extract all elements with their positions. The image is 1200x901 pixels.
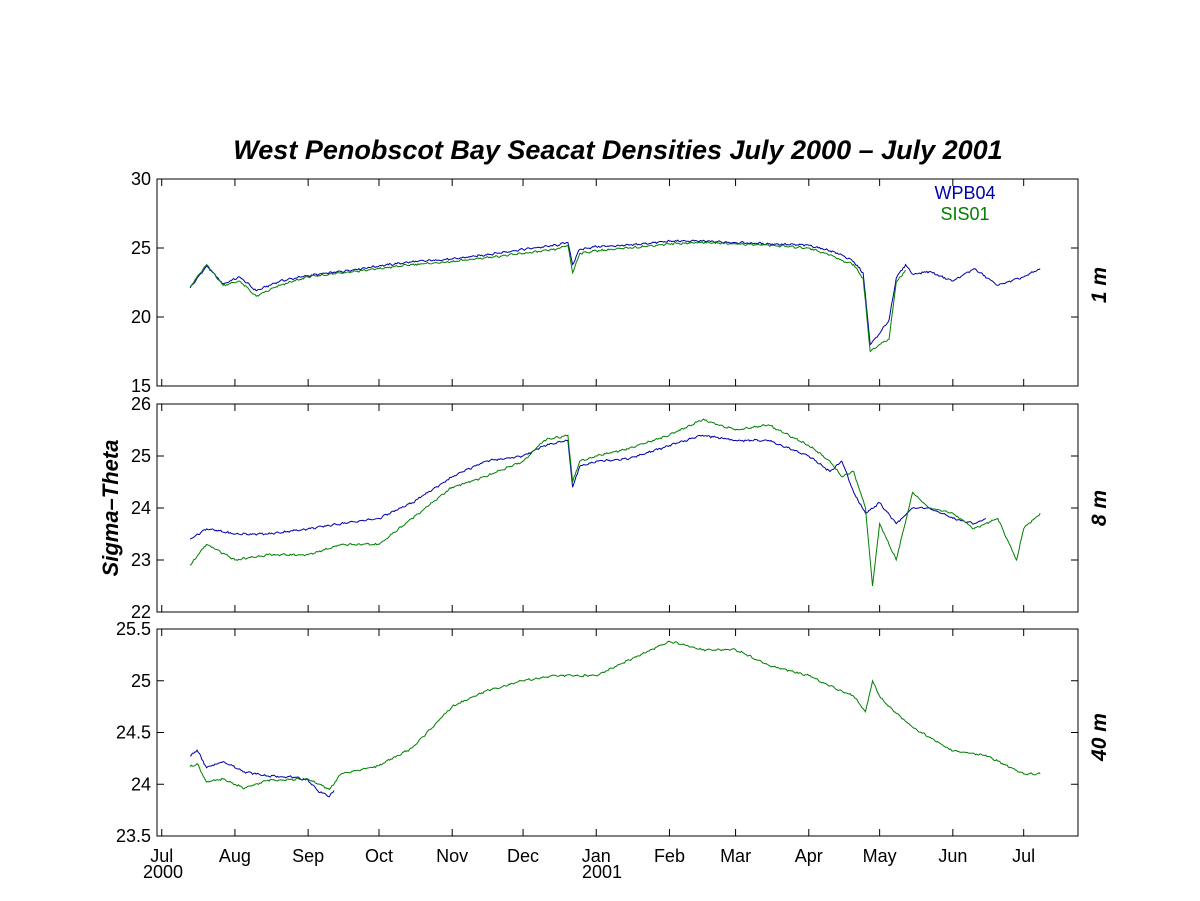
y-tick-label: 24 xyxy=(131,774,151,794)
y-tick-label: 30 xyxy=(131,169,151,189)
series-line-wpb04 xyxy=(189,749,335,798)
x-tick-label: Aug xyxy=(219,846,251,866)
plot-frame xyxy=(156,628,1079,837)
legend-entry-wpb04: WPB04 xyxy=(934,183,995,203)
x-tick-label: Oct xyxy=(365,846,393,866)
series-line-wpb04 xyxy=(189,434,987,540)
x-year-label: 2000 xyxy=(143,862,183,882)
x-tick-label: Jul xyxy=(150,846,173,866)
y-tick-label: 23 xyxy=(131,550,151,570)
plot-frame xyxy=(156,178,1079,387)
panel-3: 23.5 24 24.5 25 25.5 Jul Aug Sep Oct Nov Dec Jan Feb… xyxy=(116,619,1111,866)
y-tick-label: 22 xyxy=(131,602,151,622)
series-line-sis01 xyxy=(189,418,1041,587)
y-axis-label: Sigma–Theta xyxy=(98,440,123,577)
x-tick-label: Apr xyxy=(795,846,823,866)
series-line-sis01 xyxy=(189,241,907,353)
x-tick-label: May xyxy=(863,846,897,866)
series-line-wpb04 xyxy=(189,239,1041,346)
depth-label: 40 m xyxy=(1088,713,1111,762)
x-year-label: 2001 xyxy=(582,862,622,882)
y-tick-label: 23.5 xyxy=(116,826,151,846)
y-tick-label: 26 xyxy=(131,394,151,414)
y-tick-label: 20 xyxy=(131,307,151,327)
depth-label: 1 m xyxy=(1088,267,1111,303)
x-tick-label: Sep xyxy=(292,846,324,866)
x-tick-label: Jul xyxy=(1012,846,1035,866)
panel-2: 22 23 24 25 26 8 m xyxy=(131,394,1111,622)
legend-entry-sis01: SIS01 xyxy=(940,204,989,224)
x-tick-label: Jan xyxy=(582,846,611,866)
y-tick-label: 25 xyxy=(131,238,151,258)
y-tick-label: 25.5 xyxy=(116,619,151,639)
x-tick-label: Dec xyxy=(507,846,539,866)
y-tick-label: 25 xyxy=(131,446,151,466)
y-tick-label: 15 xyxy=(131,376,151,396)
y-tick-label: 25 xyxy=(131,671,151,691)
x-tick-label: Nov xyxy=(436,846,468,866)
x-tick-label: Mar xyxy=(720,846,751,866)
series-line-sis01 xyxy=(189,640,1041,791)
plot-frame xyxy=(156,403,1079,613)
chart-title: West Penobscot Bay Seacat Densities July… xyxy=(233,135,1002,165)
x-tick-label: Jun xyxy=(938,846,967,866)
y-tick-label: 24.5 xyxy=(116,723,151,743)
x-tick-label: Feb xyxy=(654,846,685,866)
y-tick-label: 24 xyxy=(131,498,151,518)
depth-label: 8 m xyxy=(1088,490,1111,526)
